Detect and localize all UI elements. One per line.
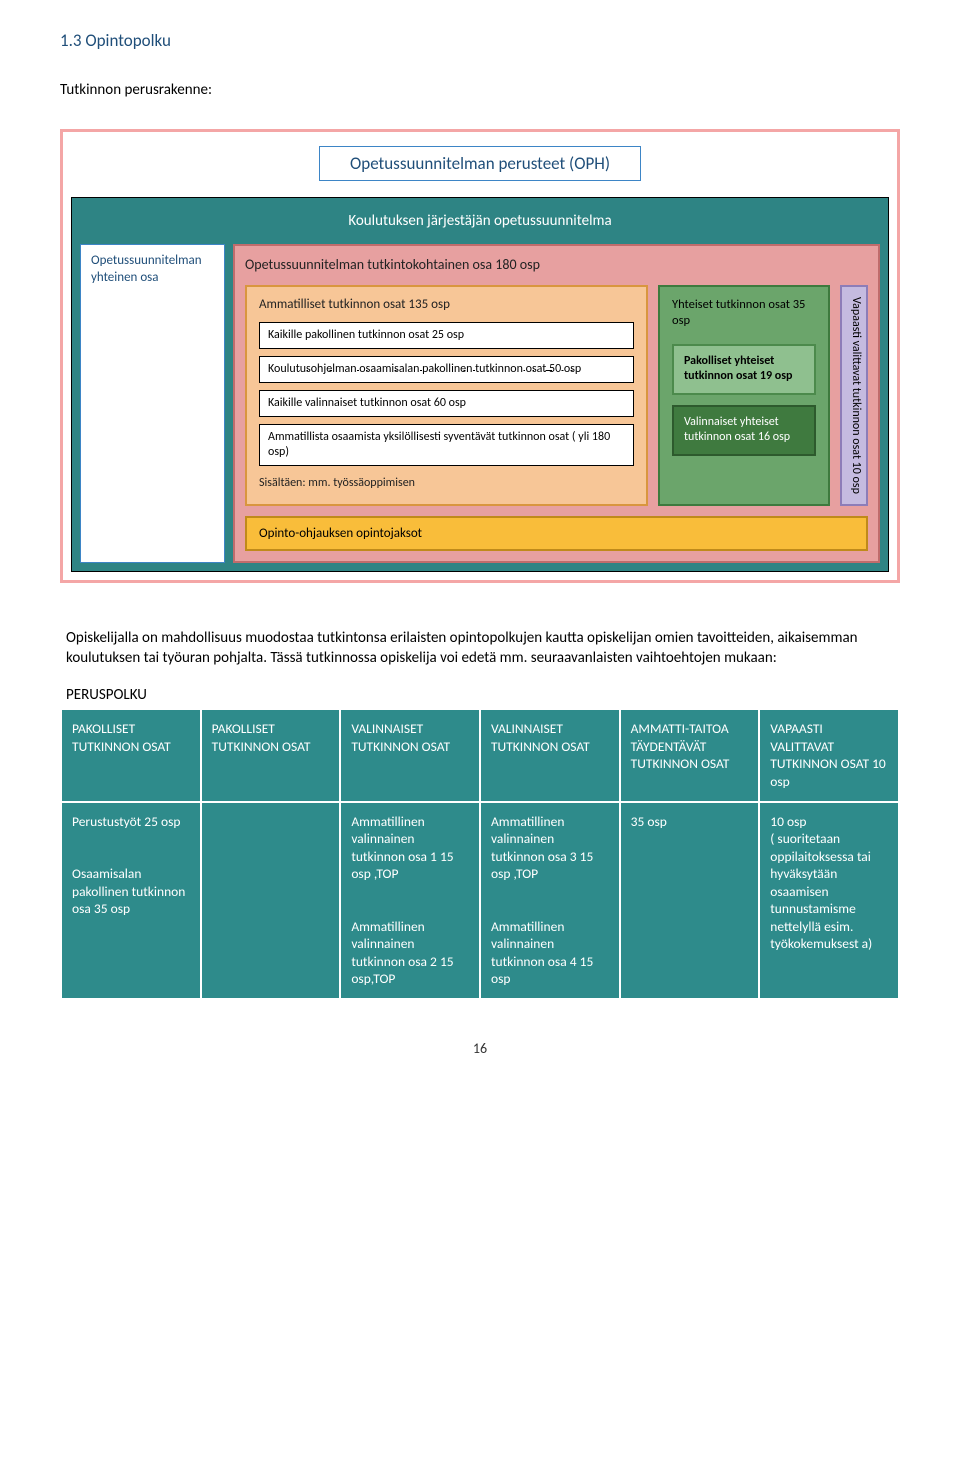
- green-pakolliset: Pakolliset yhteiset tutkinnon osat 19 os…: [672, 344, 816, 395]
- body-paragraph: Opiskelijalla on mahdollisuus muodostaa …: [66, 628, 894, 669]
- table-header: VALINNAISET TUTKINNON OSAT: [340, 709, 480, 801]
- green-title: Yhteiset tutkinnon osat 35 osp: [672, 297, 816, 330]
- teal-subtitle: Koulutuksen järjestäjän opetussuunnitelm…: [80, 212, 880, 230]
- table-label: PERUSPOLKU: [66, 686, 894, 704]
- diagram-outer-title: Opetussuunnitelman perusteet (OPH): [319, 146, 641, 181]
- table-cell: Ammatillinen valinnainen tutkinnon osa 3…: [480, 802, 620, 999]
- table-header: VALINNAISET TUTKINNON OSAT: [480, 709, 620, 801]
- purple-box: Vapaasti valittavat tutkinnon osat 10 os…: [840, 285, 868, 506]
- peruspolku-table: PAKOLLISET TUTKINNON OSAT PAKOLLISET TUT…: [60, 708, 900, 1000]
- peach-title: Ammatilliset tutkinnon osat 135 osp: [259, 297, 634, 312]
- section-title: 1.3 Opintopolku: [60, 30, 900, 51]
- white-item: Kaikille pakollinen tutkinnon osat 25 os…: [259, 322, 634, 349]
- diagram-container: Opetussuunnitelman perusteet (OPH) Koulu…: [60, 129, 900, 583]
- table-cell: Perustustyöt 25 ospOsaamisalan pakolline…: [61, 802, 201, 999]
- table-header: PAKOLLISET TUTKINNON OSAT: [61, 709, 201, 801]
- teal-box: Koulutuksen järjestäjän opetussuunnitelm…: [71, 197, 889, 572]
- table-header-row: PAKOLLISET TUTKINNON OSAT PAKOLLISET TUT…: [61, 709, 899, 801]
- table-cell: 10 osp( suoritetaan oppilaitoksessa tai …: [759, 802, 899, 999]
- green-valinnaiset: Valinnaiset yhteiset tutkinnon osat 16 o…: [672, 405, 816, 456]
- red-box: Opetussuunnitelman tutkintokohtainen osa…: [233, 244, 880, 563]
- table-header: VAPAASTI VALITTAVAT TUTKINNON OSAT 10 os…: [759, 709, 899, 801]
- table-header: PAKOLLISET TUTKINNON OSAT: [201, 709, 341, 801]
- table-row: Perustustyöt 25 ospOsaamisalan pakolline…: [61, 802, 899, 999]
- red-box-title: Opetussuunnitelman tutkintokohtainen osa…: [245, 256, 868, 273]
- green-box: Yhteiset tutkinnon osat 35 osp Pakollise…: [658, 285, 830, 506]
- table-cell: Ammatillinen valinnainen tutkinnon osa 1…: [340, 802, 480, 999]
- peach-box: Ammatilliset tutkinnon osat 135 osp Kaik…: [245, 285, 648, 506]
- orange-bar: Opinto-ohjauksen opintojaksot: [245, 516, 868, 551]
- subheading: Tutkinnon perusrakenne:: [60, 81, 900, 99]
- white-item: Koulutusohjelman osaamisalan pakollinen …: [259, 356, 634, 383]
- table-cell: 35 osp: [620, 802, 760, 999]
- left-column-box: Opetussuunnitelman yhteinen osa: [80, 244, 225, 563]
- peach-footer: Sisältäen: mm. työssäoppimisen: [259, 476, 634, 490]
- white-item: Kaikille valinnaiset tutkinnon osat 60 o…: [259, 390, 634, 417]
- page-number: 16: [60, 1040, 900, 1057]
- white-item: Ammatillista osaamista yksilöllisesti sy…: [259, 424, 634, 466]
- table-header: AMMATTI-TAITOA TÄYDENTÄVÄT TUTKINNON OSA…: [620, 709, 760, 801]
- table-cell: [201, 802, 341, 999]
